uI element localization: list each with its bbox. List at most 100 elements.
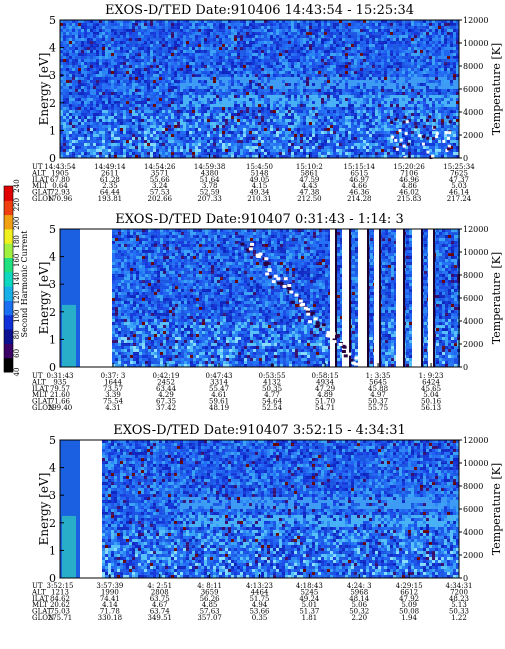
energy-tick-label: 5 bbox=[49, 14, 56, 27]
orbit-cell: 56.26 bbox=[200, 595, 221, 603]
energy-tick-label: 5 bbox=[49, 434, 56, 447]
temperature-tick-label: 12000 bbox=[463, 225, 488, 234]
orbit-row-label: ILAT bbox=[32, 176, 49, 184]
orbit-cell: 15:20:26 bbox=[393, 163, 425, 171]
energy-tick-label: 3 bbox=[49, 489, 56, 502]
energy-tick-label: 5 bbox=[49, 223, 56, 236]
orbit-cell: 50.16 bbox=[421, 398, 442, 406]
orbit-cell: 935 bbox=[53, 378, 66, 386]
colorbar-swatch bbox=[4, 243, 13, 259]
orbit-row-label: MLT bbox=[32, 601, 48, 609]
orbit-cell: 56.13 bbox=[421, 404, 441, 412]
energy-tick-label: 1 bbox=[49, 333, 56, 346]
orbit-cell: 48.19 bbox=[209, 404, 229, 412]
orbit-row-label: ALT bbox=[31, 588, 46, 596]
colorbar-tick-label: 160 bbox=[13, 254, 21, 267]
orbit-cell: 6612 bbox=[400, 588, 418, 596]
orbit-row-label: GLON bbox=[32, 195, 54, 203]
orbit-cell: 51.70 bbox=[315, 398, 335, 406]
colorbar-tick-label: 140 bbox=[13, 272, 21, 285]
temperature-axis-label: Temperature [K] bbox=[490, 463, 503, 555]
orbit-cell: 4.85 bbox=[202, 601, 218, 609]
colorbar-tick-label: 80 bbox=[13, 330, 21, 339]
orbit-cell: 1644 bbox=[104, 378, 122, 386]
panel-1: EXOS-D/TED Date:910406 14:43:54 - 15:25:… bbox=[31, 3, 503, 203]
orbit-cell: 7200 bbox=[450, 588, 468, 596]
orbit-row-label: UT bbox=[32, 372, 43, 380]
colorbar-swatch bbox=[4, 200, 13, 216]
orbit-cell: 47.59 bbox=[299, 176, 319, 184]
orbit-cell: 64.44 bbox=[100, 189, 121, 197]
orbit-cell: 193.81 bbox=[98, 195, 123, 203]
orbit-cell: 4.66 bbox=[351, 182, 367, 190]
orbit-cell: 1.81 bbox=[302, 614, 318, 622]
saturated-stripe bbox=[358, 229, 367, 367]
orbit-cell: 71.78 bbox=[100, 608, 120, 616]
temperature-tick-label: 6000 bbox=[463, 505, 483, 514]
orbit-cell: 349.51 bbox=[148, 614, 173, 622]
orbit-cell: 72.93 bbox=[50, 189, 70, 197]
colorbar-swatch bbox=[4, 214, 13, 230]
colorbar: 40 60 80 100 120 140 160 180 200 220 240 Second Har… bbox=[3, 179, 29, 376]
orbit-row-label: UT bbox=[32, 163, 43, 171]
orbit-cell: 0:58:15 bbox=[312, 372, 339, 380]
orbit-cell: 3314 bbox=[210, 378, 228, 386]
orbit-cell: 212.50 bbox=[297, 195, 322, 203]
orbit-cell: 1: 9:23 bbox=[419, 372, 444, 380]
orbit-cell: 46.97 bbox=[349, 176, 369, 184]
orbit-cell: 4:29:15 bbox=[396, 582, 423, 590]
orbit-cell: 0:47:43 bbox=[206, 372, 233, 380]
panel-title: EXOS-D/TED Date:910406 14:43:54 - 15:25:… bbox=[105, 3, 414, 18]
energy-tick-label: 4 bbox=[49, 42, 56, 55]
colorbar-swatch bbox=[4, 228, 13, 244]
orbit-cell: 207.33 bbox=[197, 195, 222, 203]
orbit-cell: 3.39 bbox=[105, 391, 121, 399]
saturated-stripe bbox=[342, 229, 349, 367]
energy-tick-label: 3 bbox=[49, 69, 56, 82]
orbit-cell: 14:59:38 bbox=[194, 163, 225, 171]
energy-tick-label: 2 bbox=[49, 517, 56, 530]
orbit-cell: 4.29 bbox=[158, 391, 174, 399]
orbit-cell: 5245 bbox=[300, 588, 318, 596]
orbit-cell: 5148 bbox=[251, 169, 269, 177]
orbit-cell: 47.92 bbox=[399, 595, 419, 603]
orbit-cell: 59.61 bbox=[209, 398, 229, 406]
orbit-cell: 54.64 bbox=[262, 398, 283, 406]
orbit-cell: 5.09 bbox=[401, 601, 417, 609]
panel-title: EXOS-D/TED Date:910407 0:31:43 - 1:14: 3 bbox=[115, 212, 403, 227]
orbit-cell: 0.35 bbox=[252, 614, 268, 622]
orbit-row-label: MLT bbox=[32, 182, 48, 190]
energy-tick-label: 1 bbox=[49, 544, 56, 557]
colorbar-tick-label: 200 bbox=[13, 217, 21, 230]
orbit-cell: 1990 bbox=[101, 588, 119, 596]
orbit-cell: 2611 bbox=[101, 169, 119, 177]
temperature-tick-label: 2000 bbox=[463, 340, 483, 349]
orbit-cell: 48.14 bbox=[349, 595, 370, 603]
orbit-cell: 214.28 bbox=[347, 195, 372, 203]
orbit-cell: 79.57 bbox=[50, 385, 70, 393]
orbit-row-label: GLAT bbox=[32, 398, 52, 406]
orbit-cell: 73.57 bbox=[103, 385, 123, 393]
colorbar-tick-label: 220 bbox=[13, 198, 21, 211]
orbit-cell: 4.61 bbox=[211, 391, 227, 399]
temperature-tick-label: 0 bbox=[463, 574, 468, 583]
colorbar-tick-label: 240 bbox=[13, 179, 21, 192]
orbit-cell: 215.83 bbox=[397, 195, 422, 203]
energy-tick-label: 2 bbox=[49, 306, 56, 319]
orbit-cell: 3659 bbox=[201, 588, 219, 596]
panel-2: EXOS-D/TED Date:910407 0:31:43 - 1:14: 3… bbox=[31, 212, 503, 412]
orbit-cell: 0:42:19 bbox=[153, 372, 180, 380]
orbit-cell: 50.33 bbox=[449, 608, 469, 616]
saturated-stripe bbox=[374, 229, 379, 367]
orbit-cell: 4.97 bbox=[370, 391, 386, 399]
temperature-tick-label: 8000 bbox=[463, 62, 483, 71]
orbit-cell: 52.54 bbox=[262, 404, 283, 412]
orbit-cell: 5.13 bbox=[451, 601, 467, 609]
orbit-cell: 202.66 bbox=[148, 195, 173, 203]
orbit-cell: 4:34:31 bbox=[446, 582, 473, 590]
temperature-tick-label: 0 bbox=[463, 154, 468, 163]
orbit-cell: 50.37 bbox=[368, 398, 388, 406]
orbit-cell: 52.59 bbox=[200, 189, 220, 197]
orbit-cell: 1.22 bbox=[451, 614, 467, 622]
